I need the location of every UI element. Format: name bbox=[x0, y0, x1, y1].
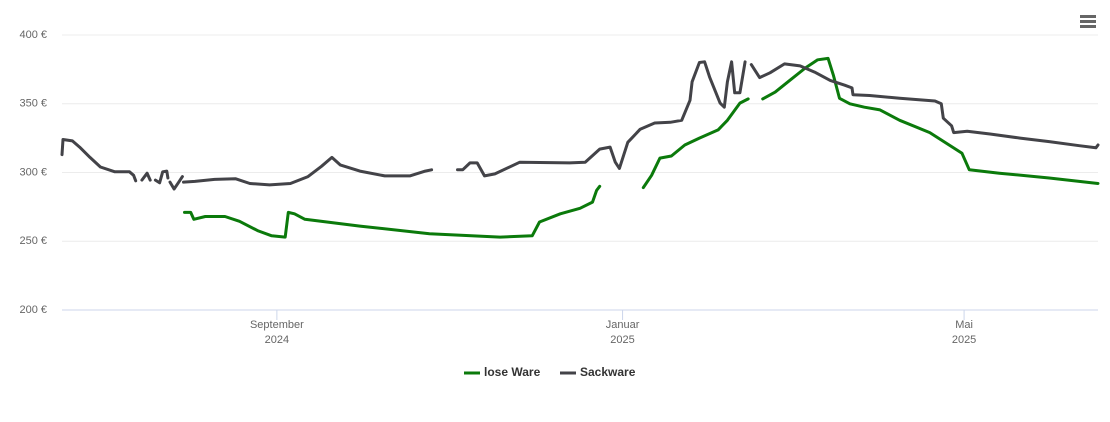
menu-button[interactable] bbox=[1078, 10, 1098, 32]
x-tick-label: September 2024 bbox=[249, 319, 304, 346]
y-tick-label: 200 € bbox=[19, 304, 47, 316]
y-tick-label: 300 € bbox=[19, 166, 47, 178]
menu-bar bbox=[1080, 15, 1096, 18]
legend-label: lose Ware bbox=[484, 365, 541, 379]
y-tick-label: 250 € bbox=[19, 235, 47, 247]
x-tick-label: Mai 2025 bbox=[951, 319, 977, 346]
series-line bbox=[183, 56, 1100, 239]
menu-bar bbox=[1080, 25, 1096, 28]
y-tick-label: 350 € bbox=[19, 98, 47, 110]
x-tick-label: Januar 2025 bbox=[605, 319, 640, 346]
legend-label: Sackware bbox=[580, 365, 636, 379]
y-tick-label: 400 € bbox=[19, 29, 47, 41]
series-line bbox=[60, 60, 1100, 191]
menu-bar bbox=[1080, 20, 1096, 23]
